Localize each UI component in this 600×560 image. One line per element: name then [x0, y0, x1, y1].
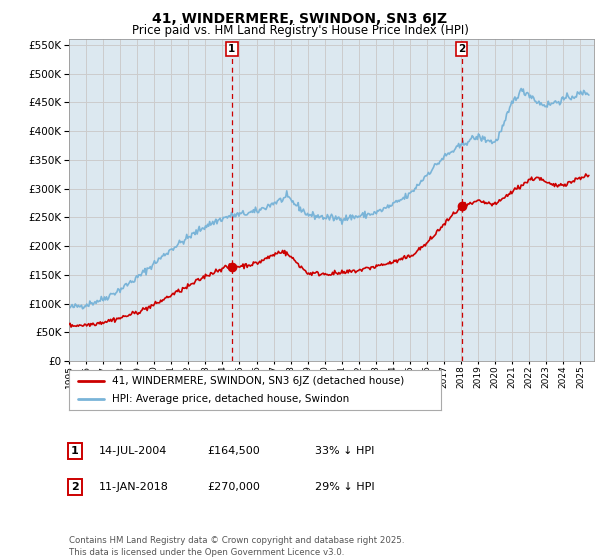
Text: 29% ↓ HPI: 29% ↓ HPI: [315, 482, 374, 492]
Text: HPI: Average price, detached house, Swindon: HPI: Average price, detached house, Swin…: [112, 394, 349, 404]
Text: 2: 2: [458, 44, 465, 54]
Text: Contains HM Land Registry data © Crown copyright and database right 2025.
This d: Contains HM Land Registry data © Crown c…: [69, 536, 404, 557]
Text: 14-JUL-2004: 14-JUL-2004: [99, 446, 167, 456]
Text: 41, WINDERMERE, SWINDON, SN3 6JZ (detached house): 41, WINDERMERE, SWINDON, SN3 6JZ (detach…: [112, 376, 404, 386]
Text: 41, WINDERMERE, SWINDON, SN3 6JZ: 41, WINDERMERE, SWINDON, SN3 6JZ: [152, 12, 448, 26]
Text: 11-JAN-2018: 11-JAN-2018: [99, 482, 169, 492]
Text: £164,500: £164,500: [207, 446, 260, 456]
Text: 1: 1: [71, 446, 79, 456]
Text: 2: 2: [71, 482, 79, 492]
Text: Price paid vs. HM Land Registry's House Price Index (HPI): Price paid vs. HM Land Registry's House …: [131, 24, 469, 37]
Text: 1: 1: [228, 44, 235, 54]
Text: 33% ↓ HPI: 33% ↓ HPI: [315, 446, 374, 456]
Text: £270,000: £270,000: [207, 482, 260, 492]
